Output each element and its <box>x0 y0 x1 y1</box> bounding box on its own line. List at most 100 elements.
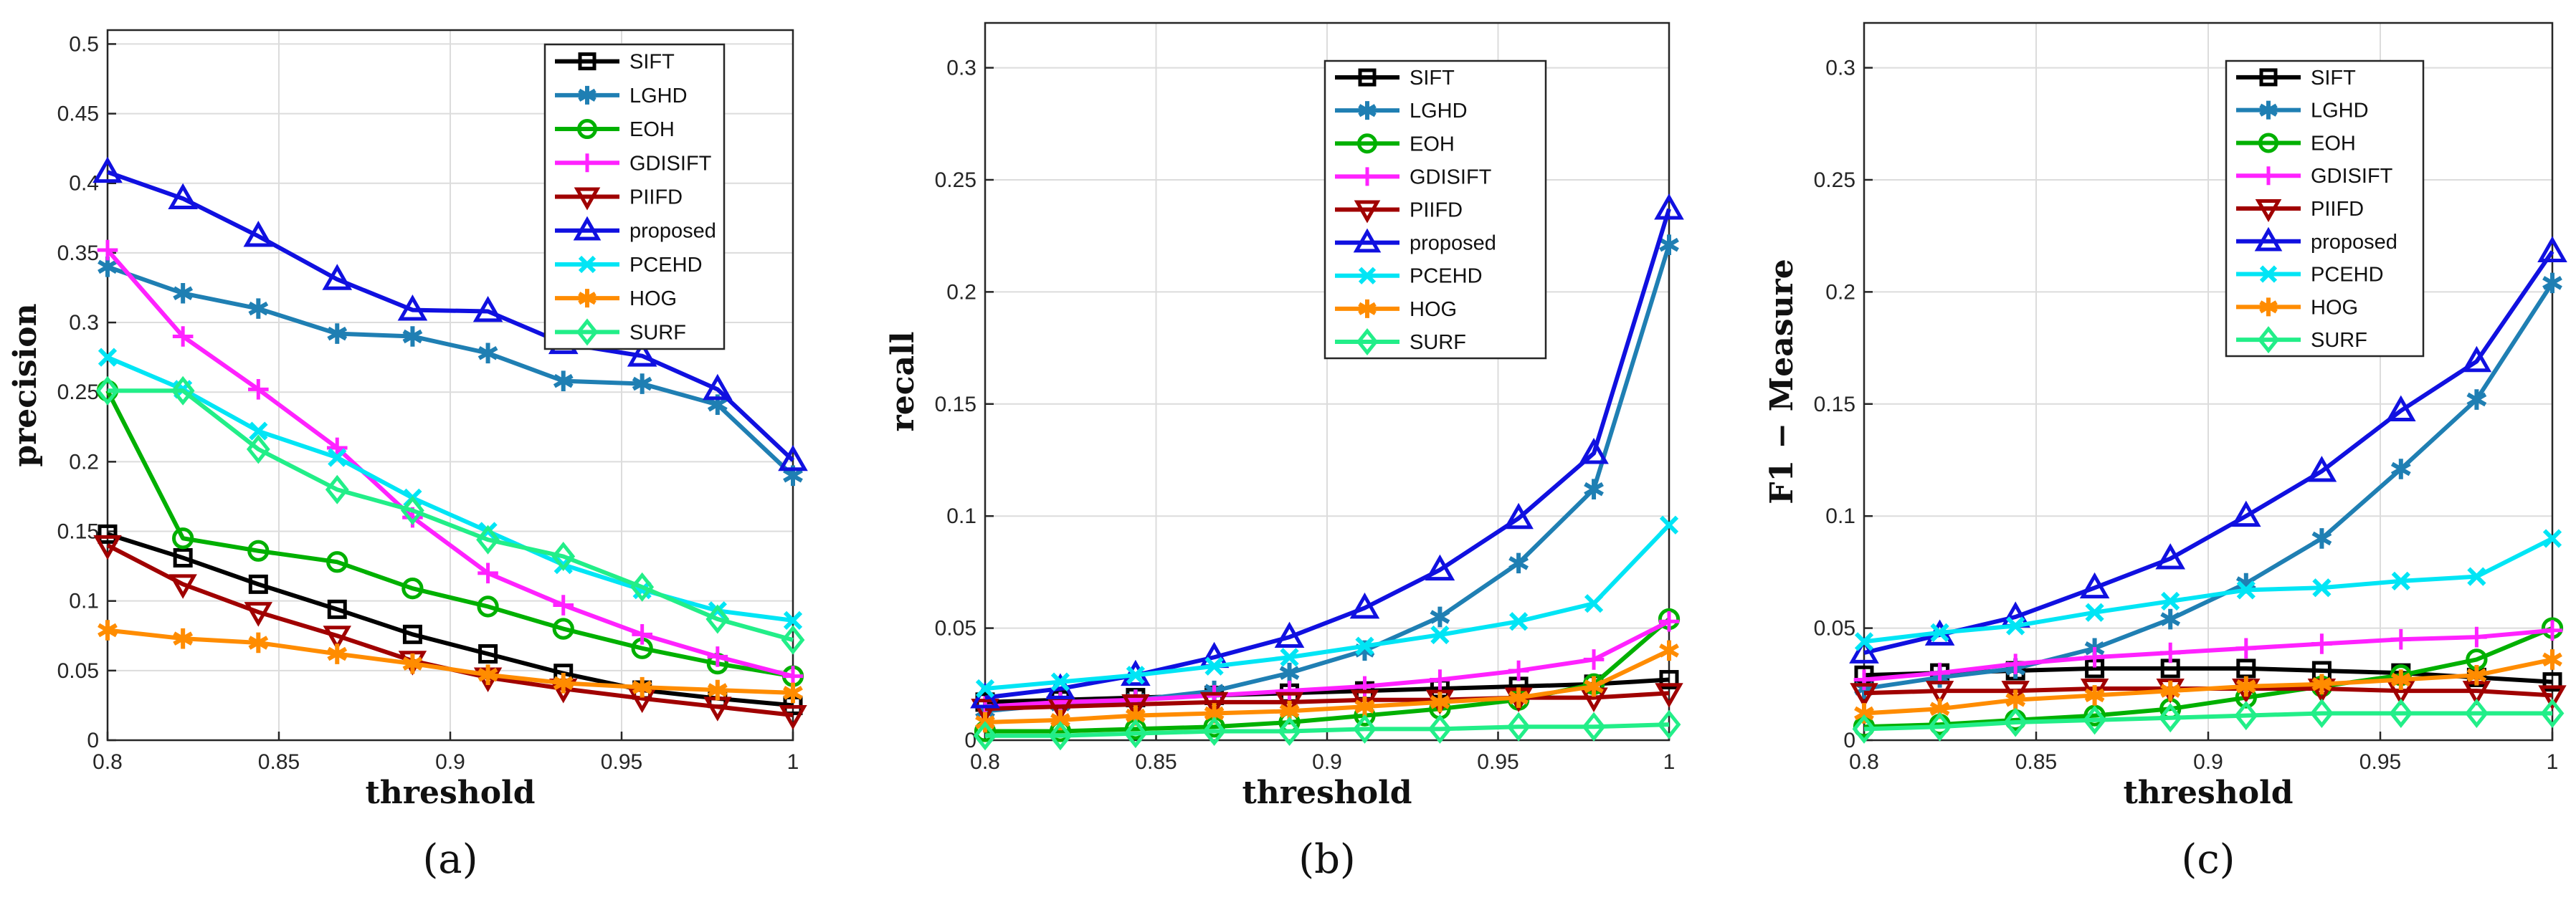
series-line-lghd <box>1863 282 2554 691</box>
data-point-surf <box>1278 716 1301 746</box>
data-point-hog <box>1659 640 1679 661</box>
data-point-proposed <box>2079 572 2110 599</box>
data-point-gdisift <box>1508 660 1529 681</box>
data-point-hog <box>2542 649 2562 670</box>
legend-entry-proposed: proposed <box>1335 228 1496 255</box>
data-point-lghd <box>1508 552 1529 574</box>
data-point-lghd <box>402 326 423 347</box>
data-point-piifd <box>244 602 273 627</box>
legend-label: proposed <box>1410 232 1496 255</box>
y-axis-label: F1 − Measure <box>1764 259 1800 504</box>
data-point-gdisift <box>2466 626 2487 648</box>
legend-marker-proposed <box>573 216 602 241</box>
legend-entry-lghd: LGHD <box>2236 100 2369 123</box>
chart-panel-3: 0.8 0.85 0.9 0.95 1 0 0.05 0.1 0.15 0.2 0.25 0.3 thr… <box>1764 21 2567 883</box>
data-point-pcehd <box>1508 612 1529 631</box>
legend-entry-piifd: PIIFD <box>2236 198 2364 223</box>
axis-ticks: 0.8 0.85 0.9 0.95 1 0 0.05 0.1 0.15 0.2 0.25 0.3 <box>1814 57 2559 774</box>
legend-label: PCEHD <box>2311 264 2384 287</box>
series-line-sift <box>984 677 1670 704</box>
x-tick-label: 0.8 <box>970 750 1000 774</box>
legend-entry-proposed: proposed <box>2236 226 2397 254</box>
data-point-surf <box>1582 712 1606 742</box>
x-axis-label: threshold <box>1242 775 1412 811</box>
data-point-gdisift <box>477 562 498 584</box>
data-point-sift <box>478 644 498 664</box>
data-point-piifd <box>1199 691 1229 717</box>
legend-label: LGHD <box>1410 100 1468 123</box>
data-point-sift <box>173 547 193 568</box>
data-point-proposed <box>397 295 428 321</box>
data-point-surf <box>246 434 270 464</box>
x-tick-label: 0.95 <box>1477 750 1518 774</box>
y-tick-label: 0.05 <box>1814 617 1855 641</box>
x-tick-label: 0.85 <box>258 750 300 774</box>
data-point-eoh <box>477 595 499 618</box>
data-point-gdisift <box>2542 620 2563 641</box>
data-point-eoh <box>552 618 574 640</box>
data-point-gdisift <box>1430 669 1450 690</box>
legend-label: SURF <box>2311 329 2367 352</box>
series-line-gdisift <box>984 619 1670 709</box>
data-point-pcehd <box>2161 591 2180 611</box>
data-point-lghd <box>1659 234 1679 255</box>
data-point-pcehd <box>1280 648 1299 667</box>
series-line-sift <box>107 532 794 708</box>
y-tick-label: 0.1 <box>946 504 976 528</box>
series-line-hog <box>984 648 1670 724</box>
data-point-hog <box>1584 676 1604 697</box>
series-surf <box>973 709 1681 751</box>
series-gdisift <box>1853 620 2563 690</box>
legend-entry-surf: SURF <box>555 318 686 346</box>
data-point-pcehd <box>783 611 803 631</box>
data-point-proposed <box>627 340 657 367</box>
legend-label: GDISIFT <box>629 152 712 175</box>
data-point-surf <box>401 495 424 525</box>
legend-label: PCEHD <box>1410 265 1483 288</box>
data-point-hog <box>327 643 348 664</box>
data-point-proposed <box>322 264 353 290</box>
data-point-hog <box>707 679 728 701</box>
data-point-eoh <box>172 527 194 550</box>
data-point-proposed <box>2155 543 2186 570</box>
data-point-lghd <box>248 298 269 319</box>
legend-label: PIIFD <box>2311 198 2364 221</box>
data-point-piifd <box>1850 683 1878 708</box>
data-point-surf <box>325 474 349 504</box>
data-point-piifd <box>93 535 122 560</box>
legend-marker-eoh <box>2258 133 2278 153</box>
y-tick-label: 0.3 <box>69 311 99 335</box>
series-line-pcehd <box>1863 536 2554 644</box>
legend-label: proposed <box>629 220 716 243</box>
data-point-sift <box>248 574 268 594</box>
data-point-hog <box>477 664 498 685</box>
data-point-surf <box>1353 714 1377 744</box>
data-point-pcehd <box>1204 656 1224 676</box>
legend-label: PIIFD <box>1410 199 1463 222</box>
data-point-pcehd <box>2467 567 2486 586</box>
series-surf <box>1852 698 2565 744</box>
data-point-surf <box>2234 701 2258 731</box>
data-point-pcehd <box>2312 578 2332 598</box>
y-tick-label: 0.15 <box>935 393 976 416</box>
series-line-proposed <box>984 208 1671 700</box>
panel-label: (a) <box>422 836 477 883</box>
series-line-hog <box>1863 657 2553 716</box>
data-point-lghd <box>173 282 194 304</box>
data-point-hog <box>632 676 652 698</box>
data-point-surf <box>551 542 576 572</box>
data-point-proposed <box>472 295 503 322</box>
legend-marker-hog <box>2259 297 2278 317</box>
data-point-lghd <box>2311 528 2332 549</box>
data-point-pcehd <box>1659 515 1679 535</box>
y-tick-label: 0.05 <box>57 659 99 683</box>
data-point-gdisift <box>1583 649 1605 670</box>
series-pcehd <box>1854 529 2562 651</box>
data-point-hog <box>402 653 423 674</box>
series-line-gdisift <box>105 249 794 679</box>
legend-entry-gdisift: GDISIFT <box>555 152 712 175</box>
legend-entry-hog: HOG <box>1335 298 1457 321</box>
data-point-hog <box>2390 669 2411 690</box>
y-tick-label: 0 <box>964 729 976 752</box>
series-hog <box>975 640 1679 733</box>
